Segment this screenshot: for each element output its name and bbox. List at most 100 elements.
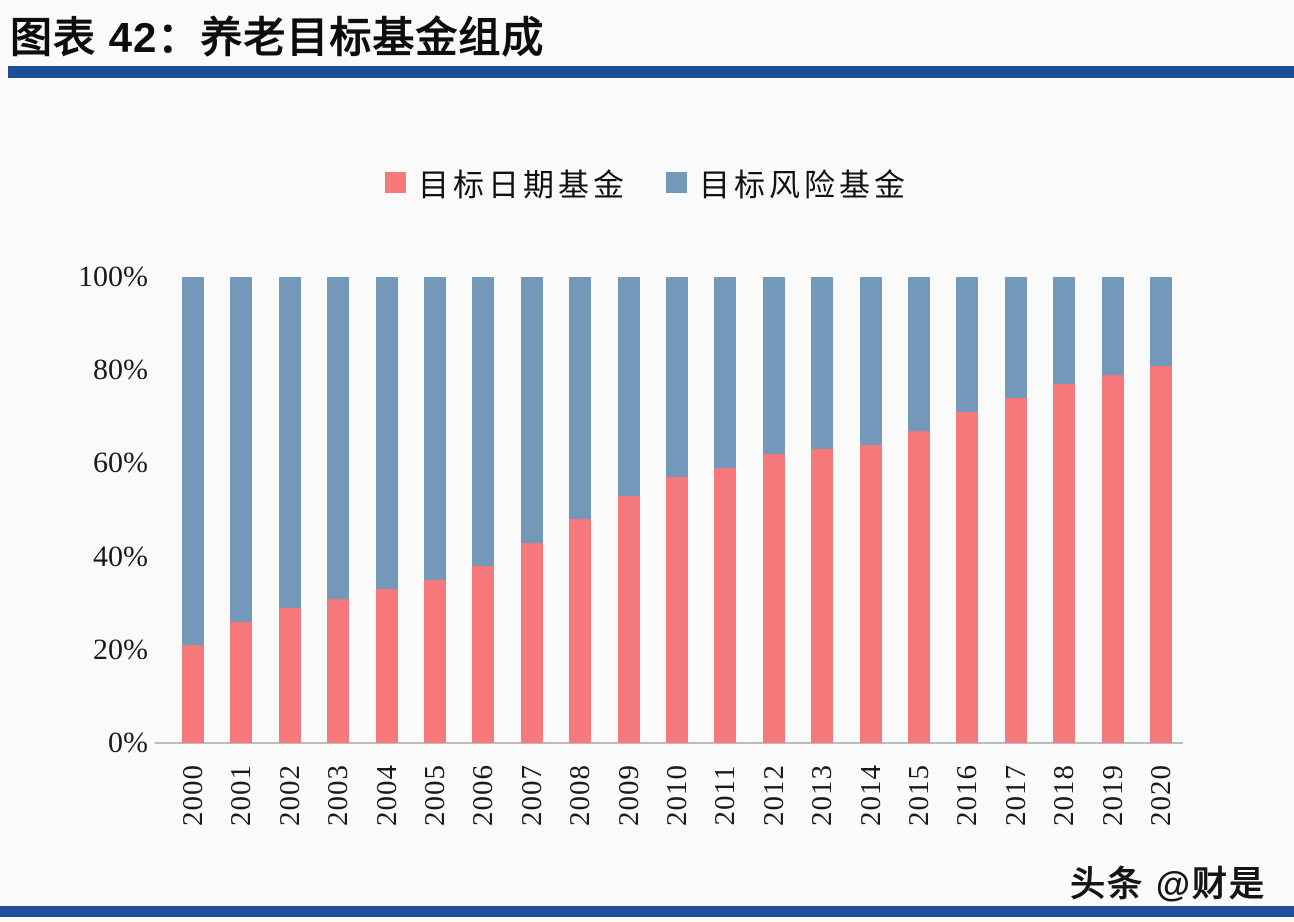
bar-2009 xyxy=(617,277,640,743)
bar-2012 xyxy=(762,277,785,743)
watermark: 头条 @财是 xyxy=(1070,865,1266,904)
segment-target-risk-2014 xyxy=(859,277,882,445)
segment-target-date-2000 xyxy=(182,645,204,743)
segment-target-risk-2001 xyxy=(230,277,253,622)
segment-target-date-2014 xyxy=(859,444,882,743)
segment-target-date-2007 xyxy=(520,542,543,743)
segment-target-date-2004 xyxy=(375,589,398,743)
x-tick-label-2006: 2006 xyxy=(467,764,500,826)
segment-target-risk-2002 xyxy=(278,277,301,608)
bar-2007 xyxy=(520,277,543,743)
bar-2019 xyxy=(1101,277,1124,743)
segment-target-date-2018 xyxy=(1053,384,1076,743)
segment-target-risk-2020 xyxy=(1150,277,1172,366)
x-tick-label-2010: 2010 xyxy=(661,764,693,826)
footer-divider-rule xyxy=(0,906,1294,917)
x-tick-label-2000: 2000 xyxy=(177,764,209,826)
segment-target-date-2010 xyxy=(666,477,688,743)
segment-target-date-2017 xyxy=(1004,398,1027,743)
segment-target-date-2009 xyxy=(617,496,640,743)
x-tick-label-2002: 2002 xyxy=(273,764,306,826)
bar-2017 xyxy=(1004,277,1027,743)
segment-target-date-2015 xyxy=(908,430,930,743)
legend: 目标日期基金 目标风险基金 xyxy=(0,160,1294,205)
segment-target-risk-2015 xyxy=(908,277,930,431)
segment-target-risk-2016 xyxy=(956,277,979,413)
legend-swatch-target-risk-icon xyxy=(666,172,687,193)
y-tick-label-60: 60% xyxy=(93,446,148,479)
segment-target-date-2013 xyxy=(811,449,834,743)
segment-target-risk-2008 xyxy=(569,277,592,520)
x-tick-label-2013: 2013 xyxy=(806,764,839,826)
bar-2011 xyxy=(714,277,737,743)
legend-label-target-risk: 目标风险基金 xyxy=(699,168,909,203)
segment-target-risk-2018 xyxy=(1053,277,1076,385)
y-tick-label-80: 80% xyxy=(93,353,148,386)
legend-item-target-risk: 目标风险基金 xyxy=(666,160,909,205)
segment-target-date-2020 xyxy=(1150,365,1172,743)
segment-target-date-2016 xyxy=(956,412,979,743)
x-tick-label-2020: 2020 xyxy=(1145,764,1177,826)
x-tick-label-2004: 2004 xyxy=(370,764,403,826)
segment-target-date-2019 xyxy=(1101,374,1124,743)
segment-target-date-2011 xyxy=(714,468,737,743)
segment-target-risk-2017 xyxy=(1004,277,1027,399)
x-tick-label-2001: 2001 xyxy=(225,764,258,826)
y-tick-label-100: 100% xyxy=(78,260,148,293)
bar-2018 xyxy=(1053,277,1076,743)
segment-target-date-2002 xyxy=(278,607,301,743)
segment-target-date-2003 xyxy=(327,598,350,743)
x-tick-label-2015: 2015 xyxy=(903,764,935,826)
x-tick-label-2009: 2009 xyxy=(612,764,645,826)
y-tick-label-20: 20% xyxy=(93,633,148,666)
segment-target-date-2012 xyxy=(762,454,785,743)
x-tick-label-2012: 2012 xyxy=(757,764,790,826)
x-tick-label-2016: 2016 xyxy=(951,764,984,826)
bar-2000 xyxy=(182,277,204,743)
segment-target-date-2008 xyxy=(569,519,592,743)
y-tick-label-0: 0% xyxy=(108,726,148,759)
y-tick-label-40: 40% xyxy=(93,540,148,573)
segment-target-date-2006 xyxy=(472,565,495,743)
legend-label-target-date: 目标日期基金 xyxy=(418,168,628,203)
segment-target-risk-2019 xyxy=(1101,277,1124,375)
segment-target-risk-2005 xyxy=(424,277,446,580)
segment-target-risk-2012 xyxy=(762,277,785,455)
bar-2008 xyxy=(569,277,592,743)
segment-target-risk-2000 xyxy=(182,277,204,646)
x-tick-label-2007: 2007 xyxy=(515,764,548,826)
segment-target-risk-2009 xyxy=(617,277,640,497)
bar-2015 xyxy=(908,277,930,743)
segment-target-risk-2007 xyxy=(520,277,543,543)
segment-target-risk-2006 xyxy=(472,277,495,566)
bar-2005 xyxy=(424,277,446,743)
segment-target-date-2001 xyxy=(230,621,253,743)
x-tick-label-2014: 2014 xyxy=(854,764,887,826)
segment-target-risk-2011 xyxy=(714,277,737,469)
legend-swatch-target-date-icon xyxy=(385,172,406,193)
x-tick-label-2003: 2003 xyxy=(322,764,355,826)
bar-2020 xyxy=(1150,277,1172,743)
bar-2002 xyxy=(278,277,301,743)
x-tick-label-2018: 2018 xyxy=(1048,764,1081,826)
title-divider-rule xyxy=(8,66,1294,78)
segment-target-risk-2004 xyxy=(375,277,398,590)
bar-2014 xyxy=(859,277,882,743)
bar-2001 xyxy=(230,277,253,743)
segment-target-risk-2003 xyxy=(327,277,350,599)
x-axis-line xyxy=(155,742,1183,744)
x-tick-label-2011: 2011 xyxy=(709,764,742,826)
segment-target-date-2005 xyxy=(424,579,446,743)
chart-title: 图表 42：养老目标基金组成 xyxy=(10,14,545,61)
segment-target-risk-2013 xyxy=(811,277,834,450)
x-tick-label-2005: 2005 xyxy=(419,764,451,826)
x-tick-label-2019: 2019 xyxy=(1096,764,1129,826)
bar-2006 xyxy=(472,277,495,743)
bar-2013 xyxy=(811,277,834,743)
x-tick-label-2008: 2008 xyxy=(564,764,597,826)
segment-target-risk-2010 xyxy=(666,277,688,478)
bar-2016 xyxy=(956,277,979,743)
legend-item-target-date: 目标日期基金 xyxy=(385,160,628,205)
